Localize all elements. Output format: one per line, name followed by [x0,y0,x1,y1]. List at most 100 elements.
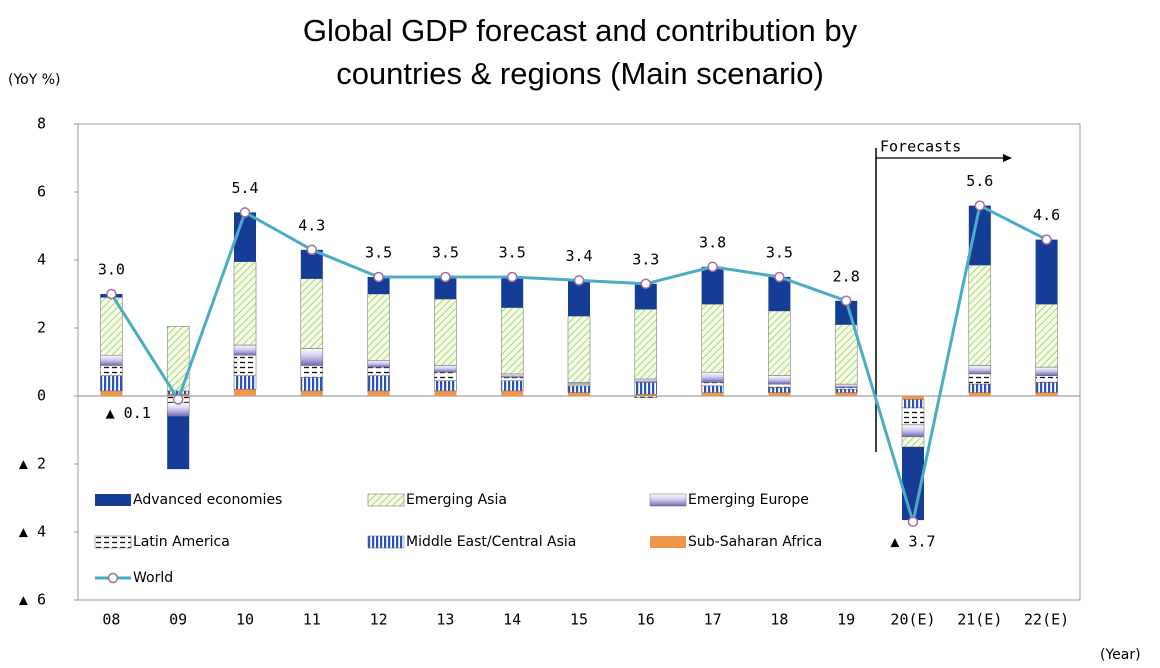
bar-segment [568,392,590,396]
point [106,288,117,300]
bar-segment [968,392,991,396]
annotation: Forecasts [880,138,961,156]
y-tick-label: 6 [37,183,46,201]
x-tick-label: 20(E) [890,611,935,629]
bar-segment [434,371,457,381]
plot-area [77,123,1081,601]
bar-segment [701,392,724,396]
bar-segment [901,407,925,426]
bar-segment [968,383,992,393]
bar-segment [367,277,390,294]
x-tick-label: 14 [503,611,521,629]
bar-segment [233,375,257,390]
point [172,394,184,405]
x-tick-label: 22(E) [1024,611,1069,629]
value-label: 5.4 [231,179,258,197]
legend-label: Sub-Saharan Africa [688,534,822,550]
bar-segment [901,436,925,448]
bar-segment [968,365,992,375]
forecast-arrow-head [1003,154,1012,162]
value-label: 2.8 [833,267,860,285]
x-tick-label: 10 [236,611,254,629]
y-tick-label: ▲ 6 [19,591,46,609]
point [640,278,652,290]
legend-label: World [133,570,173,586]
legend-swatch [367,535,405,549]
bar-segment [500,380,524,392]
bar-segment [367,390,390,396]
bar-segment [300,249,323,279]
value-label: 5.6 [966,172,993,190]
bar-segment [835,392,858,396]
bar-segment [233,354,257,376]
bar-segment [768,383,791,388]
value-label: 3.3 [632,250,659,268]
bar-segment [568,280,590,317]
value-label: 3.5 [432,244,459,262]
bar-segment [300,377,324,392]
bar-segment [500,373,524,378]
bar-segment [501,277,524,308]
x-tick-label: 18 [770,611,788,629]
bar-segment [701,382,724,387]
bar-segment [367,293,390,361]
y-tick-label: 2 [37,319,46,337]
bar-segment [768,392,791,396]
bar-segment [701,266,724,305]
legend-swatch [650,536,686,548]
bar-segment [634,395,658,398]
bar-segment [1035,303,1058,368]
value-label: 4.6 [1033,206,1060,224]
bar-segment [434,380,457,392]
bar-segment [901,399,925,409]
bar-segment [834,387,858,390]
point [974,200,986,211]
bar-segment [701,303,724,373]
x-axis-label: (Year) [1100,647,1141,663]
point [1041,234,1052,245]
legend-swatch [107,572,119,584]
bar-segment [834,383,858,388]
value-label: 3.5 [365,244,392,262]
bar-segment [634,382,658,395]
value-label: ▲ 0.1 [106,404,151,422]
value-label: 3.4 [565,247,592,265]
x-tick-label: 19 [837,611,855,629]
bar-segment [434,390,457,396]
bar-segment [768,387,791,393]
bar-segment [701,371,724,383]
bar-segment [834,324,858,385]
bar-segment [768,277,791,311]
bar-segment [233,344,257,356]
bar-segment [902,396,924,400]
y-axis-label: (YoY %) [8,72,61,88]
x-tick-label: 15 [570,611,588,629]
bar-segment [434,298,457,366]
y-tick-label: 0 [37,387,46,405]
bar-segment [1035,239,1058,305]
x-tick-label: 21(E) [957,611,1002,629]
bar-segment [166,402,190,417]
bar-segment [300,390,323,396]
legend-label: Latin America [133,534,230,550]
value-label: 3.5 [499,244,526,262]
bar-segment [100,354,123,366]
chart-title: countries & regions (Main scenario) [336,56,824,91]
value-label: ▲ 3.7 [890,532,935,550]
point [774,271,785,283]
y-tick-label: ▲ 4 [19,523,46,541]
bar-segment [701,385,724,393]
point [373,271,384,283]
bar-segment [634,394,657,396]
bar-segment [501,390,524,396]
y-tick-label: 4 [37,251,46,269]
bar-segment [167,416,190,470]
x-tick-label: 08 [102,611,120,629]
legend-swatch [94,535,132,549]
bar-segment [1035,366,1058,376]
bar-segment [567,315,591,383]
point [840,295,852,307]
y-tick-label: ▲ 2 [19,455,46,473]
bar-segment [434,365,457,373]
